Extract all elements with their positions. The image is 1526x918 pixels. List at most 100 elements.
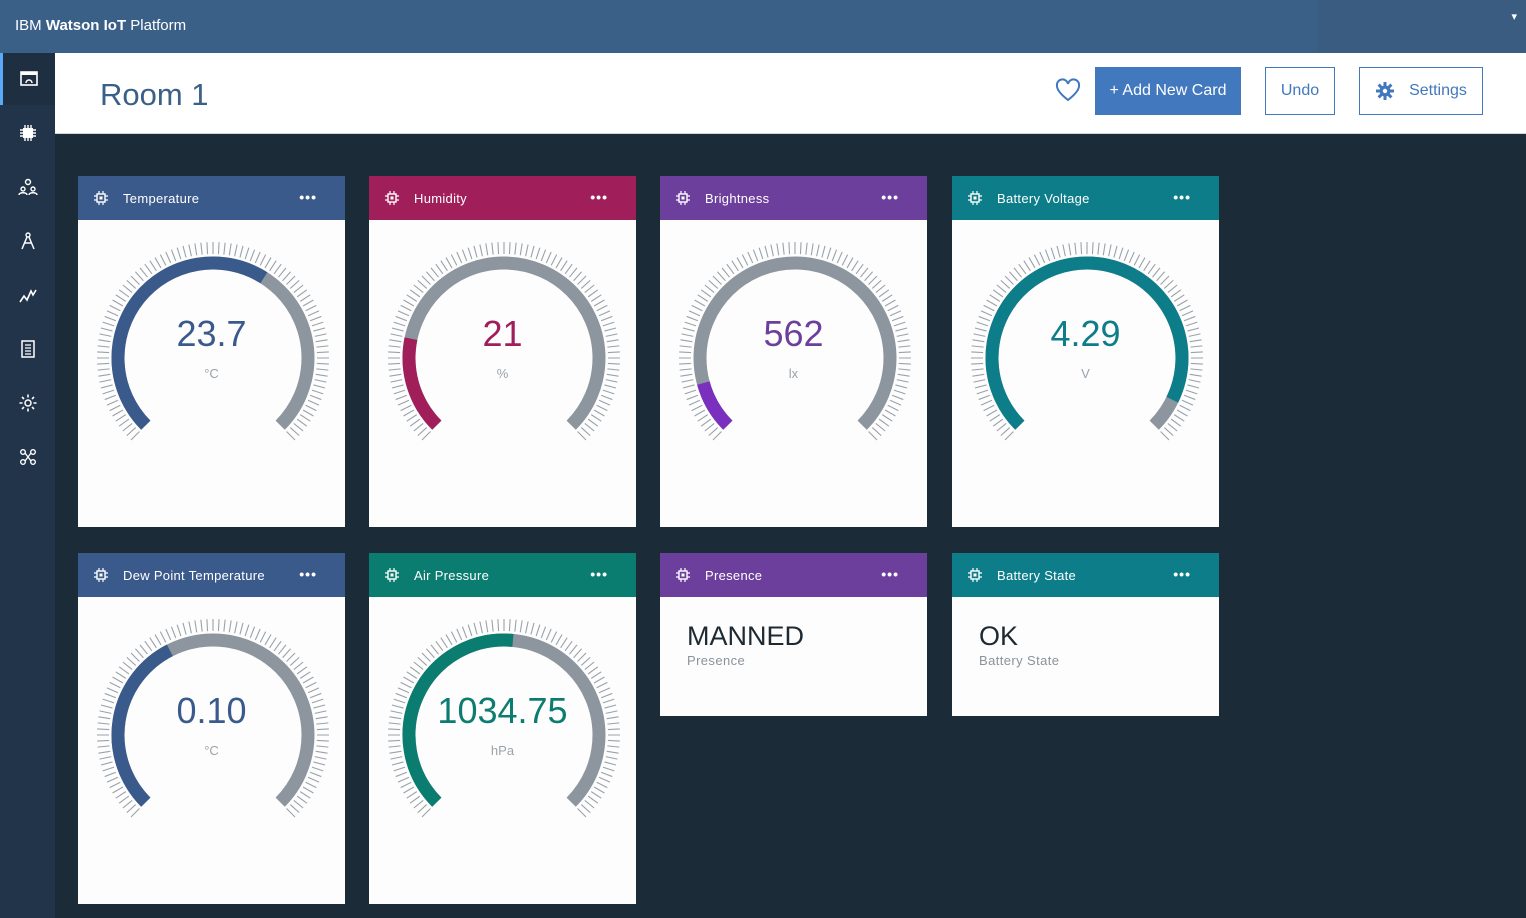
- card-brightness[interactable]: Brightness ••• 562 lx: [660, 176, 927, 527]
- status-value: MANNED: [687, 621, 805, 651]
- logs-icon: [20, 340, 35, 358]
- sidebar: [0, 53, 55, 918]
- extensions-icon: [19, 449, 36, 465]
- card-title: Temperature: [123, 190, 200, 206]
- sidebar-item-settings[interactable]: [0, 377, 55, 429]
- device-chip-icon: [676, 191, 690, 205]
- gauge-value: 4.29: [1050, 313, 1121, 354]
- status-value: OK: [979, 621, 1019, 651]
- card-menu-icon[interactable]: •••: [590, 566, 608, 582]
- chevron-down-icon[interactable]: ▾: [1511, 11, 1517, 23]
- card-header: Presence •••: [660, 553, 927, 597]
- device-chip-icon: [968, 191, 982, 205]
- card-title: Dew Point Temperature: [123, 567, 265, 583]
- analytics-icon: [18, 289, 37, 303]
- gauge-value-arc: [111, 644, 173, 807]
- gauge: [97, 242, 329, 441]
- card-menu-icon[interactable]: •••: [881, 189, 899, 205]
- device-chip-icon: [19, 125, 36, 141]
- card-title: Battery Voltage: [997, 190, 1090, 206]
- gauge-ticks: [388, 242, 620, 441]
- sidebar-item-logs[interactable]: [0, 323, 55, 375]
- gauge-value: 562: [763, 313, 824, 354]
- dashboard-icon: [20, 71, 38, 86]
- card-menu-icon[interactable]: •••: [1173, 189, 1191, 205]
- gauge-value: 21: [482, 313, 523, 354]
- gauge-value: 23.7: [176, 313, 247, 354]
- card-presence[interactable]: Presence ••• MANNED Presence: [660, 553, 927, 716]
- page-title: Room 1: [100, 77, 209, 112]
- top-bar: IBM Watson IoT Platform ▾: [0, 0, 1526, 53]
- gauge-unit: °C: [204, 743, 219, 758]
- device-chip-icon: [94, 568, 108, 582]
- favorite-heart-icon[interactable]: [1055, 78, 1081, 104]
- add-new-card-button[interactable]: + Add New Card: [1095, 67, 1241, 115]
- card-humidity[interactable]: Humidity ••• 21 %: [369, 176, 636, 527]
- undo-button[interactable]: Undo: [1265, 67, 1335, 115]
- gauge-value-arc: [402, 337, 442, 430]
- gauge-unit: lx: [788, 366, 799, 381]
- card-menu-icon[interactable]: •••: [590, 189, 608, 205]
- device-chip-icon: [385, 568, 399, 582]
- sidebar-item-rules[interactable]: [0, 215, 55, 267]
- device-chip-icon: [385, 191, 399, 205]
- account-menu-area[interactable]: ▾: [1318, 0, 1526, 53]
- card-header: Battery State •••: [952, 553, 1219, 597]
- gauge-value-arc: [111, 256, 268, 430]
- card-battery-voltage[interactable]: Battery Voltage ••• 4.29 V: [952, 176, 1219, 527]
- gauge-unit: %: [496, 366, 509, 381]
- app-brand: IBM Watson IoT Platform: [15, 17, 186, 34]
- gauge: [388, 619, 620, 818]
- card-air-pressure[interactable]: Air Pressure ••• 1034.75 hPa: [369, 553, 636, 904]
- gear-icon: [1376, 82, 1395, 100]
- device-chip-icon: [968, 568, 982, 582]
- gauge: [388, 242, 620, 441]
- gauge-value: 0.10: [176, 690, 247, 731]
- card-menu-icon[interactable]: •••: [1173, 566, 1191, 582]
- gauge-unit: °C: [204, 366, 219, 381]
- card-title: Battery State: [997, 567, 1077, 583]
- gauge-value-arc: [697, 381, 733, 430]
- gauge-ticks: [97, 619, 329, 818]
- card-title: Humidity: [414, 190, 467, 206]
- settings-button[interactable]: Settings: [1359, 67, 1483, 115]
- sidebar-item-members[interactable]: [0, 161, 55, 213]
- sidebar-item-devices[interactable]: [0, 107, 55, 159]
- gauge: [679, 242, 911, 441]
- brand-suffix: Platform: [126, 17, 187, 34]
- sidebar-item-analytics[interactable]: [0, 269, 55, 321]
- gauge-ticks: [679, 242, 911, 441]
- settings-gear-icon: [19, 394, 36, 412]
- card-menu-icon[interactable]: •••: [299, 566, 317, 582]
- gauge-unit: hPa: [490, 743, 515, 758]
- sidebar-item-boards[interactable]: [0, 53, 55, 105]
- card-title: Air Pressure: [414, 567, 490, 583]
- card-dew-point-temperature[interactable]: Dew Point Temperature ••• 0.10 °C: [78, 553, 345, 904]
- gauge-value-arc: [985, 256, 1189, 430]
- status-label: Battery State: [979, 653, 1060, 668]
- card-battery-state[interactable]: Battery State ••• OK Battery State: [952, 553, 1219, 716]
- settings-label: Settings: [1409, 82, 1467, 99]
- device-chip-icon: [94, 191, 108, 205]
- card-menu-icon[interactable]: •••: [881, 566, 899, 582]
- gauge-track: [693, 256, 897, 430]
- board-header: Room 1 + Add New Card Undo Settings: [55, 53, 1526, 134]
- members-icon: [17, 178, 38, 196]
- device-chip-icon: [676, 568, 690, 582]
- gauge: [971, 242, 1203, 441]
- brand-bold: Watson IoT: [45, 17, 127, 34]
- gauge-ticks: [97, 242, 329, 441]
- card-header: Humidity •••: [369, 176, 636, 220]
- gauge-ticks: [388, 619, 620, 818]
- gauge-value-arc: [402, 633, 514, 807]
- brand-prefix: IBM: [15, 17, 46, 34]
- card-header: Battery Voltage •••: [952, 176, 1219, 220]
- card-menu-icon[interactable]: •••: [299, 189, 317, 205]
- card-header: Brightness •••: [660, 176, 927, 220]
- gauge-value: 1034.75: [437, 690, 568, 731]
- card-header: Air Pressure •••: [369, 553, 636, 597]
- sidebar-item-extensions[interactable]: [0, 431, 55, 483]
- gauge-ticks: [971, 242, 1203, 441]
- card-title: Brightness: [705, 190, 770, 206]
- card-temperature[interactable]: Temperature ••• 23.7 °C: [78, 176, 345, 527]
